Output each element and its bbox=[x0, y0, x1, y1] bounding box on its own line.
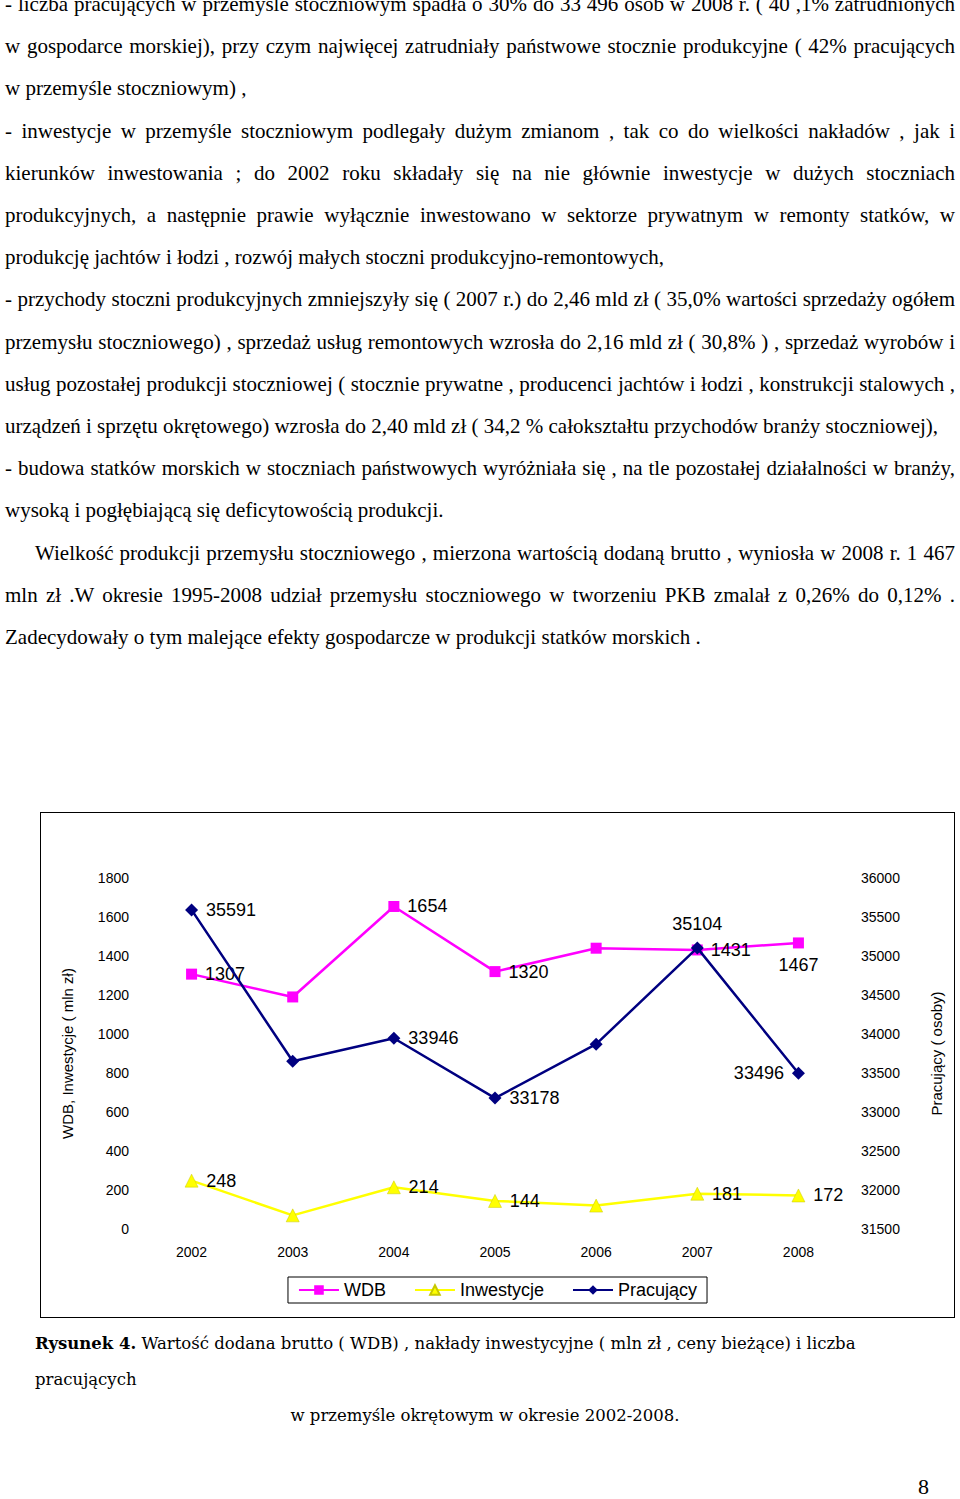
svg-text:1400: 1400 bbox=[98, 948, 129, 964]
html-text:- inwestycje w przemyśle stocz: - inwestycje w przemyśle stoczniowym pod… bbox=[5, 118, 955, 270]
html-text:8: 8 bbox=[918, 1474, 929, 1499]
svg-text:35591: 35591 bbox=[206, 900, 256, 920]
svg-text:33500: 33500 bbox=[861, 1065, 900, 1081]
svg-text:35500: 35500 bbox=[861, 909, 900, 925]
svg-text:181: 181 bbox=[712, 1184, 742, 1204]
svg-text:33946: 33946 bbox=[408, 1028, 458, 1048]
html-text:Wielkość produkcji przemysłu s: Wielkość produkcji przemysłu stocznioweg… bbox=[5, 540, 955, 649]
svg-text:144: 144 bbox=[510, 1191, 540, 1211]
svg-text:2004: 2004 bbox=[378, 1244, 409, 1260]
svg-text:1800: 1800 bbox=[98, 870, 129, 886]
svg-text:1654: 1654 bbox=[407, 896, 447, 916]
svg-text:WDB, Inwestycje ( mln zł): WDB, Inwestycje ( mln zł) bbox=[59, 968, 76, 1139]
svg-text:33000: 33000 bbox=[861, 1104, 900, 1120]
svg-text:1307: 1307 bbox=[205, 964, 246, 985]
html-text:Rysunek 4. Wartość dodana brut: Rysunek 4. Wartość dodana brutto ( WDB) … bbox=[35, 1334, 856, 1389]
svg-text:Pracujący ( osoby): Pracujący ( osoby) bbox=[928, 991, 945, 1115]
svg-text:35000: 35000 bbox=[861, 948, 900, 964]
svg-text:1600: 1600 bbox=[98, 909, 129, 925]
html-text:w przemyśle okrętowym w okresi: w przemyśle okrętowym w okresie 2002-200… bbox=[290, 1406, 680, 1425]
svg-text:2002: 2002 bbox=[176, 1244, 207, 1260]
svg-text:2008: 2008 bbox=[783, 1244, 814, 1260]
svg-text:1431: 1431 bbox=[711, 940, 751, 960]
svg-text:Inwestycje: Inwestycje bbox=[460, 1280, 544, 1300]
svg-text:214: 214 bbox=[409, 1177, 439, 1197]
html-text:- przychody stoczni produkcyjn: - przychody stoczni produkcyjnych zmniej… bbox=[5, 287, 955, 438]
svg-text:WDB: WDB bbox=[344, 1280, 386, 1300]
svg-text:248: 248 bbox=[206, 1171, 236, 1191]
svg-text:32000: 32000 bbox=[861, 1182, 900, 1198]
svg-text:32500: 32500 bbox=[861, 1143, 900, 1159]
svg-text:35104: 35104 bbox=[672, 914, 722, 934]
svg-text:172: 172 bbox=[813, 1185, 843, 1205]
svg-text:0: 0 bbox=[121, 1221, 129, 1237]
svg-text:1000: 1000 bbox=[98, 1026, 129, 1042]
svg-text:33178: 33178 bbox=[510, 1088, 560, 1108]
svg-text:34000: 34000 bbox=[861, 1026, 900, 1042]
svg-text:2006: 2006 bbox=[581, 1244, 612, 1260]
svg-text:800: 800 bbox=[106, 1065, 130, 1081]
svg-text:1200: 1200 bbox=[98, 987, 129, 1003]
svg-text:200: 200 bbox=[106, 1182, 130, 1198]
html-text:- budowa statków morskich w st: - budowa statków morskich w stoczniach p… bbox=[5, 456, 955, 523]
svg-text:2003: 2003 bbox=[277, 1244, 308, 1260]
svg-text:36000: 36000 bbox=[861, 870, 900, 886]
svg-text:600: 600 bbox=[106, 1104, 130, 1120]
svg-text:34500: 34500 bbox=[861, 987, 900, 1003]
svg-text:Pracujący: Pracujący bbox=[618, 1280, 697, 1300]
svg-text:1467: 1467 bbox=[778, 955, 818, 975]
svg-text:1320: 1320 bbox=[509, 962, 549, 982]
svg-text:31500: 31500 bbox=[861, 1221, 900, 1237]
svg-text:2005: 2005 bbox=[479, 1244, 510, 1260]
svg-text:2007: 2007 bbox=[682, 1244, 713, 1260]
svg-text:400: 400 bbox=[106, 1143, 130, 1159]
svg-text:33496: 33496 bbox=[734, 1063, 784, 1083]
